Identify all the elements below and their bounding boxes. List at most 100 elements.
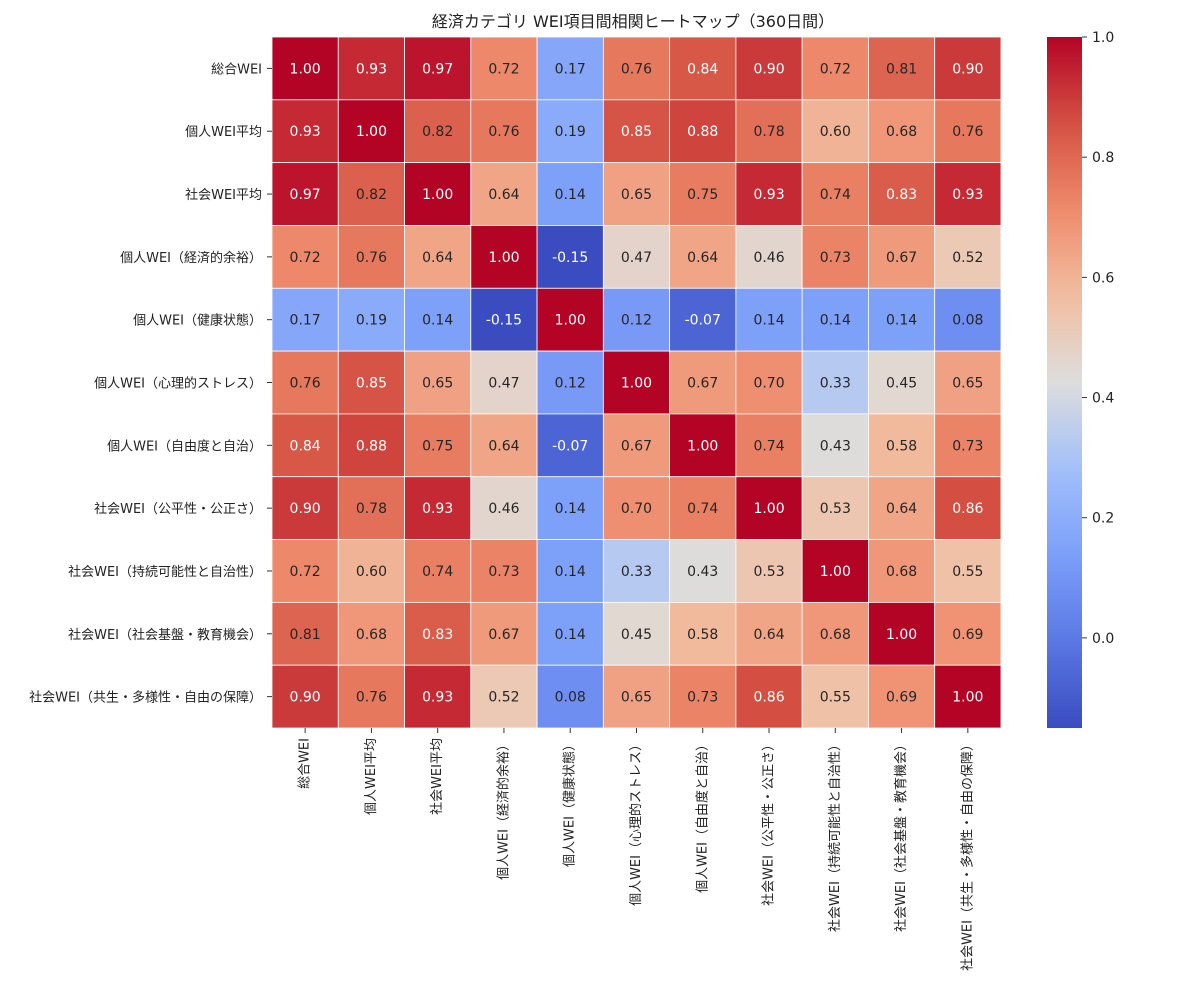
- colorbar-tick-label: 0.0: [1092, 631, 1114, 647]
- cell-value-label: 0.45: [886, 376, 917, 392]
- heatmap-cell: [735, 99, 803, 164]
- cell-value-label: 1.00: [422, 187, 453, 203]
- cell-value-label: 1.00: [687, 438, 718, 454]
- cell-value-label: 0.97: [422, 61, 453, 77]
- cell-value-label: 1.00: [753, 501, 784, 517]
- cell-value-label: 0.76: [621, 61, 652, 77]
- cell-value-label: 0.33: [621, 564, 652, 580]
- heatmap-cell: [337, 413, 405, 478]
- cell-value-label: 0.90: [290, 501, 321, 517]
- cell-value-label: 0.74: [753, 438, 784, 454]
- heatmap-cell: [602, 664, 671, 729]
- heatmap-cell: [934, 539, 1002, 603]
- cell-value-label: 0.14: [555, 564, 586, 580]
- heatmap-cell: [337, 99, 405, 164]
- heatmap-cell: [602, 225, 671, 289]
- cell-value-label: 0.46: [488, 501, 519, 517]
- heatmap-cell: [536, 36, 604, 101]
- heatmap-cell: [934, 664, 1002, 729]
- cell-value-label: 0.76: [488, 124, 519, 140]
- cell-value-label: 0.58: [687, 627, 718, 643]
- heatmap-cell: [934, 287, 1002, 352]
- y-tick-label: 個人WEI平均: [185, 125, 262, 140]
- cell-value-label: 0.58: [886, 438, 917, 454]
- heatmap-cell: [934, 162, 1002, 226]
- heatmap-cell: [404, 664, 472, 729]
- heatmap-cell: [934, 350, 1002, 415]
- cell-value-label: 1.00: [290, 61, 321, 77]
- cell-value-label: 0.55: [820, 690, 851, 706]
- heatmap-cell: [536, 601, 604, 666]
- cell-value-label: 0.53: [820, 501, 851, 517]
- cell-value-label: 0.68: [820, 627, 851, 643]
- heatmap-cell: [934, 413, 1002, 478]
- heatmap-cell: [602, 36, 671, 101]
- cell-value-label: 0.73: [952, 438, 983, 454]
- cell-value-label: 0.76: [356, 250, 387, 266]
- cell-value-label: 0.72: [488, 61, 519, 77]
- heatmap-cell: [404, 225, 472, 289]
- heatmap-cell: [934, 99, 1002, 164]
- cell-value-label: 0.64: [753, 627, 784, 643]
- cell-value-label: 0.65: [621, 187, 652, 203]
- cell-value-label: 0.90: [753, 61, 784, 77]
- heatmap-cell: [669, 539, 737, 603]
- colorbar-tick-label: 0.6: [1092, 270, 1114, 286]
- heatmap-cell: [602, 601, 671, 666]
- cell-value-label: -0.15: [486, 313, 522, 329]
- heatmap-cell: [669, 162, 737, 226]
- cell-value-label: 0.84: [290, 438, 321, 454]
- cell-value-label: 0.93: [290, 124, 321, 140]
- cell-value-label: 0.12: [621, 313, 652, 329]
- heatmap-cell: [801, 350, 869, 415]
- heatmap-cell: [801, 413, 869, 478]
- heatmap-cell: [868, 99, 936, 164]
- cell-value-label: 0.17: [290, 313, 321, 329]
- y-tick-label: 個人WEI（健康状態）: [133, 313, 262, 329]
- cell-value-label: 0.73: [687, 690, 718, 706]
- heatmap-cell: [934, 601, 1002, 666]
- cell-value-label: 0.81: [290, 627, 321, 643]
- cell-value-label: 0.12: [555, 376, 586, 392]
- heatmap-cell: [470, 601, 538, 666]
- heatmap-cell: [602, 350, 671, 415]
- cell-value-label: 1.00: [488, 250, 519, 266]
- heatmap-cell: [669, 476, 737, 540]
- cell-value-label: 0.83: [422, 627, 453, 643]
- heatmap-cell: [868, 664, 936, 729]
- heatmap-cell: [470, 350, 538, 415]
- cell-value-label: 0.81: [886, 61, 917, 77]
- cell-value-label: 0.52: [952, 250, 983, 266]
- cell-value-label: 0.67: [621, 438, 652, 454]
- cell-value-label: 0.76: [356, 690, 387, 706]
- cell-value-label: 0.19: [555, 124, 586, 140]
- cell-value-label: 0.64: [886, 501, 917, 517]
- heatmap-cell: [271, 413, 339, 478]
- cell-value-label: 0.45: [621, 627, 652, 643]
- cell-value-label: 0.78: [753, 124, 784, 140]
- heatmap-cell: [470, 476, 538, 540]
- cell-value-label: 0.60: [356, 564, 387, 580]
- cell-value-label: 1.00: [356, 124, 387, 140]
- cell-value-label: 0.72: [290, 250, 321, 266]
- heatmap-cell: [404, 287, 472, 352]
- heatmap-cell: [735, 539, 803, 603]
- heatmap-cell: [669, 287, 737, 352]
- cell-value-label: 0.64: [488, 438, 519, 454]
- cell-value-label: 0.85: [621, 124, 652, 140]
- heatmap-cell: [470, 287, 538, 352]
- x-tick-label: 個人WEI（自由度と自治）: [694, 738, 710, 893]
- heatmap-cell: [868, 539, 936, 603]
- cell-value-label: 0.08: [555, 690, 586, 706]
- heatmap-cell: [602, 413, 671, 478]
- heatmap-cell: [669, 99, 737, 164]
- cell-value-label: 1.00: [621, 376, 652, 392]
- heatmap-cell: [536, 664, 604, 729]
- cell-value-label: 0.88: [687, 124, 718, 140]
- cell-value-label: -0.07: [552, 438, 588, 454]
- y-tick-label: 社会WEI（共生・多様性・自由の保障）: [29, 690, 262, 706]
- heatmap-cell: [271, 601, 339, 666]
- heatmap-cell: [801, 601, 869, 666]
